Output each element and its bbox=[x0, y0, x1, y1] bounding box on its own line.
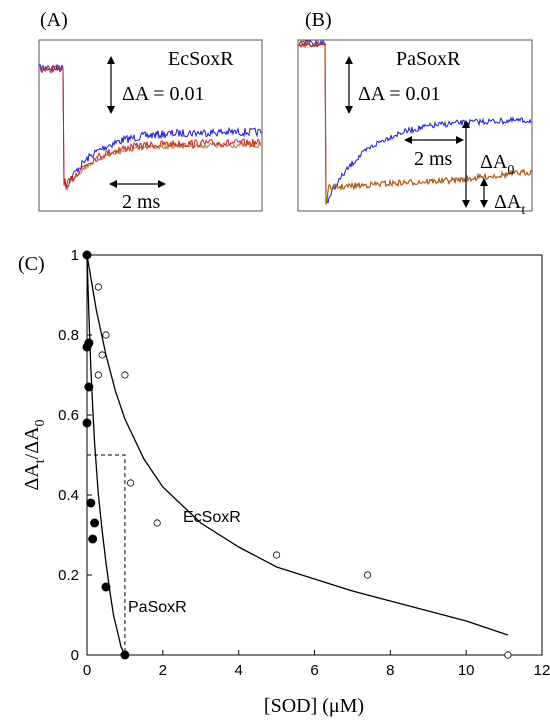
y-tick-label: 1 bbox=[71, 247, 79, 264]
y-tick-label: 0.8 bbox=[58, 327, 79, 344]
panel-c: (C) 0 2 4 6 8 10 12 0 0.2 0.4 0.6 0.8 1 EcSoxR PaSox… bbox=[18, 247, 550, 717]
point-PaSoxR bbox=[101, 582, 111, 592]
panel-c-y-axis-title: ΔAt/ΔA0 bbox=[21, 419, 48, 490]
point-PaSoxR bbox=[86, 498, 96, 508]
panel-b-scale-y-arrow-down bbox=[345, 106, 353, 114]
panel-b-delta0-arrow-down bbox=[462, 200, 470, 208]
x-tick-label: 0 bbox=[83, 662, 91, 679]
panel-b-scale-x-arrow-left bbox=[404, 136, 412, 144]
point-PaSoxR bbox=[84, 382, 94, 392]
fit-curve-PaSoxR bbox=[86, 254, 126, 656]
panel-a-label: (A) bbox=[40, 9, 68, 31]
panel-b-label: (B) bbox=[305, 9, 332, 31]
panel-c-ticks: 0 2 4 6 8 10 12 0 0.2 0.4 0.6 0.8 1 bbox=[58, 247, 550, 679]
x-tick-label: 10 bbox=[458, 662, 475, 679]
panel-a-trace-blue bbox=[39, 63, 262, 191]
x-tick-label: 6 bbox=[310, 662, 318, 679]
y-tick-label: 0.6 bbox=[58, 407, 79, 424]
panel-a-scale-x-label: 2 ms bbox=[122, 191, 161, 213]
panel-b-frame bbox=[297, 39, 533, 212]
x-tick-label: 2 bbox=[159, 662, 167, 679]
panel-b-trace-blue bbox=[298, 39, 532, 204]
panel-a-scale-x-arrow-left bbox=[109, 180, 117, 188]
panel-c-x-axis-title: [SOD] (μM) bbox=[264, 695, 364, 717]
panel-b-trace-brown bbox=[299, 39, 532, 205]
panel-b: (B) PaSoxR ΔA = 0.01 2 ms ΔA0 ΔAt bbox=[297, 9, 533, 218]
panel-a: (A) EcSoxR ΔA = 0.01 2 ms bbox=[38, 9, 263, 213]
point-EcSoxR bbox=[363, 571, 372, 579]
panel-a-scale-y-label: ΔA = 0.01 bbox=[122, 83, 204, 105]
panel-b-trace-red bbox=[298, 42, 327, 49]
fit-curve-EcSoxR bbox=[86, 254, 509, 636]
panel-b-scale-x-arrow-right bbox=[456, 136, 464, 144]
y-tick-label: 0.4 bbox=[58, 487, 79, 504]
panel-b-traces bbox=[298, 39, 532, 205]
y-tick-label: 0 bbox=[71, 647, 79, 664]
x-tick-label: 8 bbox=[386, 662, 394, 679]
point-PaSoxR bbox=[82, 418, 92, 428]
panel-b-deltat-label: ΔAt bbox=[494, 191, 525, 218]
point-EcSoxR bbox=[94, 371, 102, 379]
point-EcSoxR bbox=[121, 371, 129, 379]
panel-a-trace-brown bbox=[65, 140, 262, 191]
panel-b-deltat-arrow-down bbox=[480, 200, 488, 208]
panel-c-data-points bbox=[82, 250, 512, 660]
panel-b-delta0-arrow-up bbox=[462, 120, 470, 128]
point-PaSoxR bbox=[82, 250, 92, 260]
point-EcSoxR bbox=[272, 551, 281, 559]
panel-a-scale-x-arrow-right bbox=[158, 180, 166, 188]
x-tick-label: 12 bbox=[534, 662, 550, 679]
panel-a-scale-y-arrow-down bbox=[107, 106, 115, 114]
panel-b-scale-x-label: 2 ms bbox=[414, 148, 453, 170]
panel-b-scale-y-arrow-up bbox=[345, 56, 353, 64]
panel-c-ecsoxr-label: EcSoxR bbox=[183, 509, 241, 526]
x-tick-label: 4 bbox=[234, 662, 242, 679]
half-point-guide bbox=[87, 454, 126, 655]
point-EcSoxR bbox=[127, 479, 135, 487]
panel-b-deltat-arrow-up bbox=[480, 178, 488, 186]
y-tick-label: 0.2 bbox=[58, 567, 79, 584]
panel-a-scale-y-arrow-up bbox=[107, 56, 115, 64]
panel-c-label: (C) bbox=[18, 253, 45, 275]
panel-c-pasoxr-label: PaSoxR bbox=[128, 599, 187, 616]
point-EcSoxR bbox=[153, 519, 161, 527]
point-PaSoxR bbox=[88, 534, 98, 544]
panel-a-traces bbox=[39, 63, 262, 191]
panel-c-plot-frame bbox=[86, 254, 543, 656]
panel-c-half-guides bbox=[87, 454, 126, 655]
point-PaSoxR bbox=[82, 342, 92, 352]
point-EcSoxR bbox=[98, 351, 106, 359]
point-EcSoxR bbox=[94, 283, 102, 291]
point-PaSoxR bbox=[90, 518, 100, 528]
point-PaSoxR bbox=[120, 650, 130, 660]
panel-a-protein-label: EcSoxR bbox=[168, 48, 234, 70]
panel-b-delta0-label: ΔA0 bbox=[480, 151, 514, 178]
panel-b-protein-label: PaSoxR bbox=[396, 48, 461, 70]
point-EcSoxR bbox=[504, 651, 512, 659]
point-EcSoxR bbox=[102, 331, 110, 339]
panel-a-frame bbox=[38, 39, 263, 212]
panel-b-scale-y-label: ΔA = 0.01 bbox=[358, 83, 440, 105]
panel-c-fit-curves bbox=[86, 254, 509, 656]
